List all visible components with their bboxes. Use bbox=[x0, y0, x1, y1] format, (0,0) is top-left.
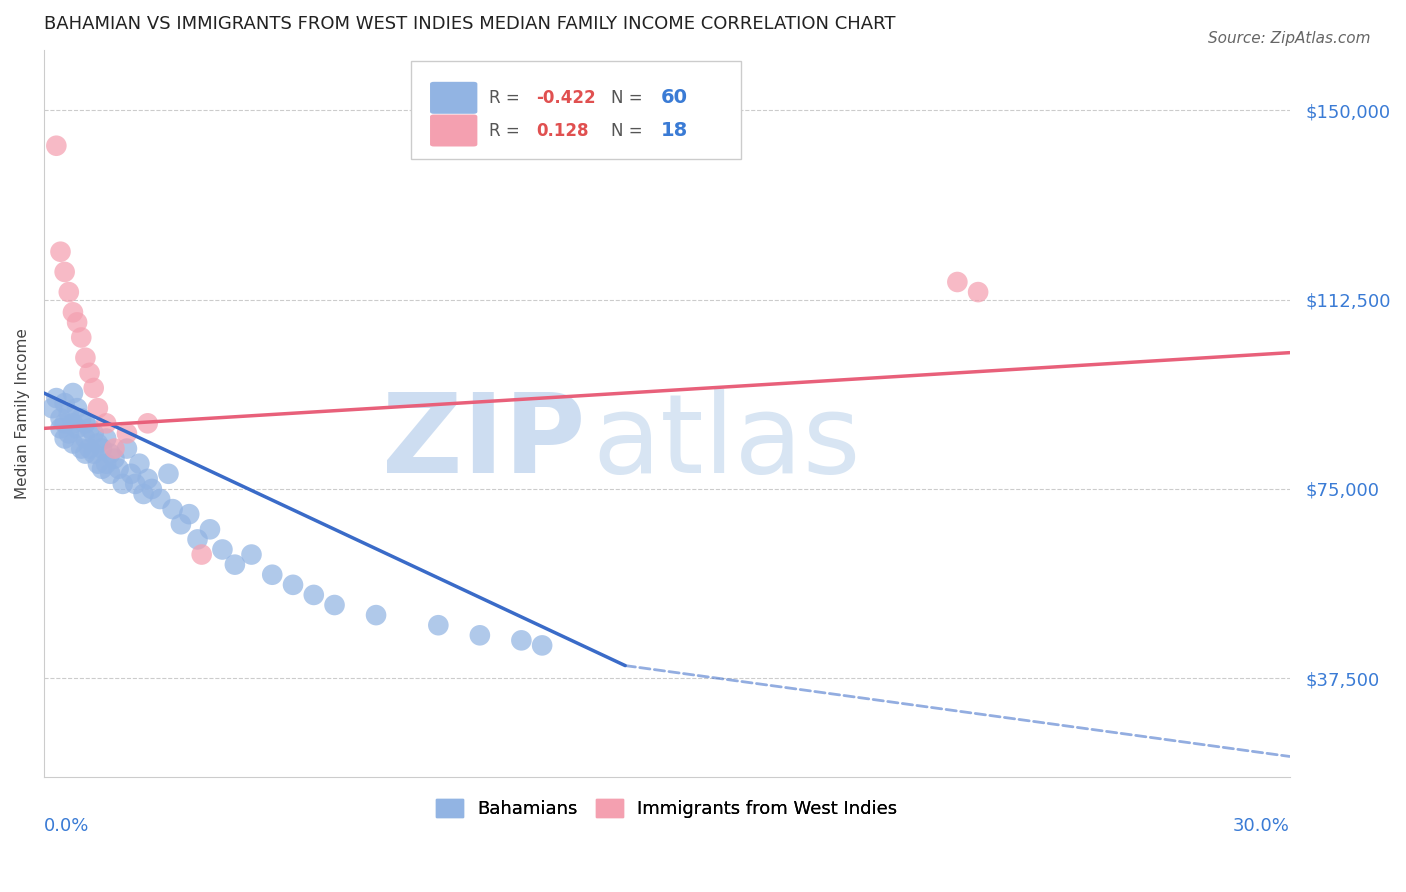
Point bbox=[170, 517, 193, 532]
Point bbox=[240, 548, 263, 562]
Point bbox=[115, 442, 138, 456]
Text: N =: N = bbox=[610, 121, 648, 139]
Text: R =: R = bbox=[488, 89, 524, 107]
Point bbox=[162, 502, 184, 516]
Point bbox=[49, 411, 72, 425]
Point bbox=[136, 417, 159, 431]
Point bbox=[115, 426, 138, 441]
Point bbox=[103, 442, 125, 456]
Y-axis label: Median Family Income: Median Family Income bbox=[15, 327, 30, 499]
Point bbox=[468, 628, 491, 642]
Point bbox=[186, 533, 208, 547]
Point bbox=[70, 411, 93, 425]
Point bbox=[427, 618, 450, 632]
Point bbox=[62, 436, 84, 450]
Point bbox=[364, 608, 387, 623]
Point bbox=[96, 417, 118, 431]
Point bbox=[58, 285, 80, 299]
Point bbox=[198, 522, 221, 536]
Point bbox=[132, 487, 155, 501]
Point bbox=[136, 472, 159, 486]
Point bbox=[79, 421, 101, 435]
Point bbox=[149, 491, 172, 506]
Text: R =: R = bbox=[488, 121, 530, 139]
FancyBboxPatch shape bbox=[430, 82, 478, 114]
Point bbox=[531, 639, 554, 653]
Point bbox=[281, 578, 304, 592]
Point bbox=[510, 633, 533, 648]
Point bbox=[946, 275, 969, 289]
Point bbox=[141, 482, 163, 496]
Point bbox=[967, 285, 990, 299]
Text: 0.128: 0.128 bbox=[536, 121, 589, 139]
Point bbox=[75, 417, 97, 431]
Point bbox=[124, 476, 146, 491]
Point bbox=[323, 598, 346, 612]
Point bbox=[128, 457, 150, 471]
Text: Source: ZipAtlas.com: Source: ZipAtlas.com bbox=[1208, 31, 1371, 46]
FancyBboxPatch shape bbox=[412, 61, 741, 159]
Text: atlas: atlas bbox=[592, 389, 860, 496]
Point bbox=[83, 426, 105, 441]
Point bbox=[66, 421, 89, 435]
Point bbox=[62, 305, 84, 319]
Point bbox=[211, 542, 233, 557]
Point bbox=[70, 442, 93, 456]
Text: 18: 18 bbox=[661, 121, 688, 140]
Point bbox=[87, 457, 110, 471]
Point bbox=[107, 462, 129, 476]
Point bbox=[302, 588, 325, 602]
Point bbox=[224, 558, 246, 572]
Point bbox=[66, 401, 89, 416]
Text: 0.0%: 0.0% bbox=[44, 816, 89, 835]
Point bbox=[75, 351, 97, 365]
Text: ZIP: ZIP bbox=[382, 389, 586, 496]
Point bbox=[179, 507, 201, 521]
Text: BAHAMIAN VS IMMIGRANTS FROM WEST INDIES MEDIAN FAMILY INCOME CORRELATION CHART: BAHAMIAN VS IMMIGRANTS FROM WEST INDIES … bbox=[44, 15, 896, 33]
Point bbox=[75, 447, 97, 461]
Point bbox=[87, 401, 110, 416]
Point bbox=[157, 467, 180, 481]
Point bbox=[96, 457, 118, 471]
Point bbox=[83, 447, 105, 461]
Point bbox=[79, 442, 101, 456]
Point bbox=[98, 447, 121, 461]
Text: -0.422: -0.422 bbox=[536, 89, 596, 107]
Point bbox=[53, 396, 76, 410]
Point bbox=[70, 330, 93, 344]
Point bbox=[62, 386, 84, 401]
Point bbox=[87, 436, 110, 450]
Point bbox=[49, 421, 72, 435]
Point bbox=[79, 366, 101, 380]
Point bbox=[53, 265, 76, 279]
Text: 60: 60 bbox=[661, 88, 688, 107]
Point bbox=[98, 467, 121, 481]
Point bbox=[53, 417, 76, 431]
FancyBboxPatch shape bbox=[430, 114, 478, 146]
Point bbox=[58, 406, 80, 420]
Point bbox=[103, 451, 125, 466]
Point bbox=[91, 442, 114, 456]
Text: 30.0%: 30.0% bbox=[1233, 816, 1289, 835]
Point bbox=[53, 432, 76, 446]
Point bbox=[66, 315, 89, 329]
Point bbox=[190, 548, 212, 562]
Point bbox=[91, 462, 114, 476]
Legend: Bahamians, Immigrants from West Indies: Bahamians, Immigrants from West Indies bbox=[427, 789, 907, 827]
Point bbox=[45, 391, 67, 405]
Text: N =: N = bbox=[610, 89, 648, 107]
Point bbox=[41, 401, 63, 416]
Point bbox=[49, 244, 72, 259]
Point bbox=[83, 381, 105, 395]
Point bbox=[45, 138, 67, 153]
Point bbox=[62, 417, 84, 431]
Point bbox=[120, 467, 142, 481]
Point bbox=[75, 432, 97, 446]
Point bbox=[96, 432, 118, 446]
Point bbox=[58, 426, 80, 441]
Point bbox=[111, 476, 134, 491]
Point bbox=[262, 567, 284, 582]
